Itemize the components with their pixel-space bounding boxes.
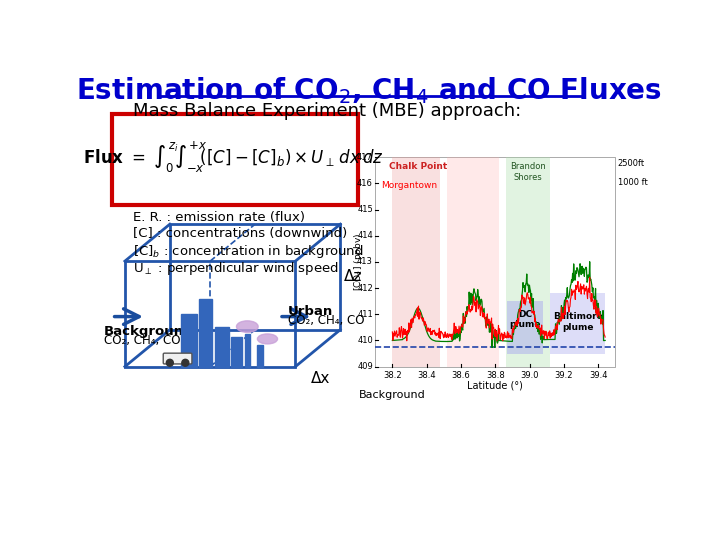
Text: 413: 413 [357, 258, 373, 266]
Text: Δx: Δx [310, 372, 330, 386]
Text: 38.2: 38.2 [383, 372, 402, 380]
Text: Baltimore
plume: Baltimore plume [553, 313, 603, 332]
Text: Morgantown: Morgantown [382, 181, 438, 190]
Text: 416: 416 [357, 179, 373, 188]
Bar [392, 157, 441, 367]
Text: Δz: Δz [343, 269, 362, 285]
Text: 38.8: 38.8 [486, 372, 505, 380]
Text: CO₂, CH₄, CO: CO₂, CH₄, CO [287, 314, 364, 327]
Text: Chalk Point: Chalk Point [389, 163, 447, 171]
Text: 1000 ft: 1000 ft [618, 178, 647, 187]
Text: 2500ft: 2500ft [618, 159, 645, 168]
FancyBboxPatch shape [163, 353, 192, 364]
Text: Estimation of CO$_2$, CH$_4$ and CO Fluxes: Estimation of CO$_2$, CH$_4$ and CO Flux… [76, 75, 662, 106]
Text: Urban: Urban [287, 305, 333, 318]
Text: 409: 409 [357, 362, 373, 371]
Bar [199, 299, 212, 367]
Bar [245, 334, 251, 367]
Text: Latitude (°): Latitude (°) [467, 381, 523, 390]
Ellipse shape [258, 334, 277, 344]
Bar [231, 338, 242, 367]
Bar [447, 157, 499, 367]
Text: Mass Balance Experiment (MBE) approach:: Mass Balance Experiment (MBE) approach: [132, 102, 521, 120]
Bar [550, 293, 605, 354]
Circle shape [182, 359, 189, 366]
Text: 39.4: 39.4 [589, 372, 608, 380]
Text: [C] : concentrations (downwind): [C] : concentrations (downwind) [132, 227, 347, 240]
Text: Background: Background [359, 390, 426, 400]
Bar [215, 327, 229, 367]
Text: E. R. : emission rate (flux): E. R. : emission rate (flux) [132, 211, 305, 224]
Text: 38.6: 38.6 [451, 372, 470, 380]
Bar [375, 157, 616, 367]
Text: [C]$_b$ : concentration in background: [C]$_b$ : concentration in background [132, 244, 363, 260]
Text: U$_\perp$ : perpendicular wind speed: U$_\perp$ : perpendicular wind speed [132, 260, 338, 276]
Text: 39.2: 39.2 [554, 372, 573, 380]
Ellipse shape [236, 321, 258, 333]
Text: DC
plume: DC plume [510, 310, 541, 329]
Text: Background: Background [104, 325, 194, 338]
Text: [CO$_2$] (ppbv): [CO$_2$] (ppbv) [351, 233, 364, 291]
Text: 414: 414 [357, 231, 373, 240]
Bar [505, 157, 550, 367]
Text: 39.0: 39.0 [521, 372, 539, 380]
Bar [181, 314, 197, 367]
Bar [508, 301, 544, 354]
Text: 415: 415 [357, 205, 373, 214]
Text: 411: 411 [357, 310, 373, 319]
Bar [258, 345, 263, 367]
Text: 38.4: 38.4 [418, 372, 436, 380]
Text: $\mathbf{Flux}\ =\ \int_0^{z_i}\!\int_{-x}^{+x}\!\!([C]-[C]_b)\times U_\perp\,dx: $\mathbf{Flux}\ =\ \int_0^{z_i}\!\int_{-… [83, 139, 384, 175]
Text: 417: 417 [357, 153, 373, 161]
Circle shape [166, 359, 174, 366]
Text: CO₂, CH₄, CO: CO₂, CH₄, CO [104, 334, 181, 347]
FancyBboxPatch shape [112, 114, 358, 205]
Text: Brandon
Shores: Brandon Shores [510, 163, 546, 182]
Text: 412: 412 [357, 284, 373, 293]
Text: 410: 410 [357, 336, 373, 345]
